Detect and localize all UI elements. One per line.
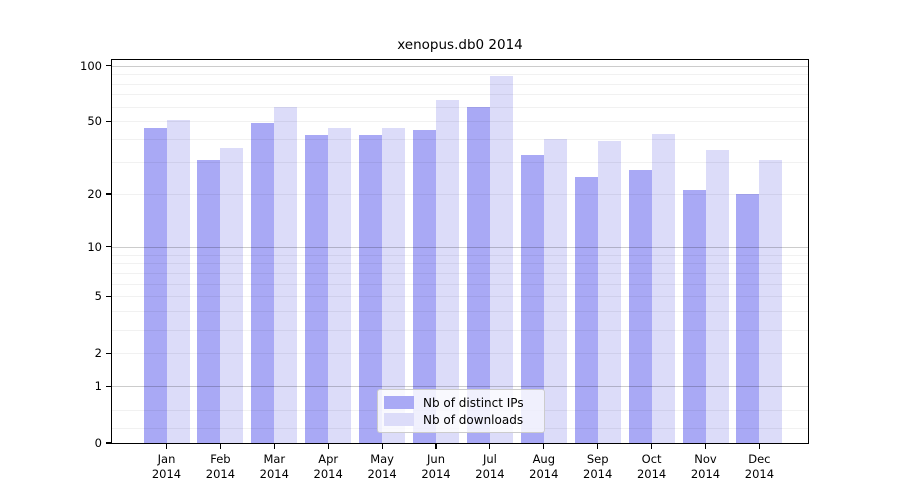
y-axis-tick-label: 20 — [87, 187, 102, 201]
gridline — [112, 139, 808, 141]
bar-nb-of-downloads — [436, 100, 459, 443]
x-axis-tick-label: Aug 2014 — [529, 452, 559, 481]
bar-nb-of-downloads — [543, 139, 567, 443]
bar-nb-of-distinct-ips — [466, 106, 490, 443]
bar-nb-of-distinct-ips — [520, 154, 544, 443]
bar-nb-of-distinct-ips — [143, 128, 167, 443]
legend-label-downloads: Nb of downloads — [423, 412, 524, 427]
x-axis-tick — [489, 443, 491, 449]
bar-nb-of-distinct-ips — [682, 190, 706, 443]
x-axis-tick — [435, 443, 437, 449]
bar-nb-of-distinct-ips — [197, 159, 221, 443]
x-axis-tick — [219, 443, 221, 449]
x-axis-tick-label: Apr 2014 — [313, 452, 343, 481]
bar-nb-of-distinct-ips — [413, 129, 436, 443]
y-axis-tick-label: 10 — [87, 239, 102, 254]
x-axis-tick-label: Sep 2014 — [583, 452, 613, 481]
bar-nb-of-distinct-ips — [628, 170, 652, 443]
y-axis-tick — [106, 385, 112, 387]
bar-nb-of-downloads — [489, 75, 513, 443]
gridline — [112, 121, 808, 123]
y-axis-tick-label: 2 — [94, 346, 102, 361]
bar-nb-of-downloads — [220, 147, 244, 443]
y-axis-tick — [106, 352, 112, 354]
bar-nb-of-distinct-ips — [359, 135, 383, 443]
bar-nb-of-distinct-ips — [305, 135, 329, 443]
gridline-major — [112, 65, 808, 67]
y-axis-tick-label: 1 — [94, 379, 102, 394]
y-axis-tick — [106, 442, 112, 444]
legend-label-distinct-ips: Nb of distinct IPs — [423, 395, 524, 410]
x-axis-tick — [543, 443, 545, 449]
bar-nb-of-downloads — [274, 106, 298, 443]
legend-swatch-downloads — [384, 413, 414, 426]
x-axis-tick-label: Jan 2014 — [151, 452, 182, 481]
y-axis-tick-label: 0 — [94, 436, 102, 450]
y-axis-tick — [106, 120, 112, 122]
x-axis-tick-label: Oct 2014 — [636, 452, 667, 481]
bar-nb-of-downloads — [597, 141, 621, 443]
x-axis-tick — [597, 443, 599, 449]
bar-nb-of-distinct-ips — [251, 123, 275, 443]
x-axis-tick-label: Mar 2014 — [259, 452, 289, 481]
bar-nb-of-distinct-ips — [574, 176, 598, 443]
x-axis-tick — [381, 443, 383, 449]
gridline — [112, 94, 808, 96]
x-axis-tick-label: Feb 2014 — [205, 452, 236, 481]
y-axis-tick — [106, 295, 112, 297]
bar-nb-of-distinct-ips — [736, 194, 760, 443]
legend: Nb of distinct IPs Nb of downloads — [377, 389, 545, 433]
x-axis-tick-label: Dec 2014 — [744, 452, 775, 481]
bar-nb-of-downloads — [705, 149, 729, 443]
bar-nb-of-downloads — [328, 128, 352, 443]
x-axis-tick — [165, 443, 168, 449]
x-axis-tick-label: Nov 2014 — [690, 452, 721, 481]
bar-nb-of-downloads — [166, 119, 190, 443]
y-axis-tick-label: 5 — [94, 289, 102, 304]
bar-nb-of-downloads — [651, 133, 675, 443]
legend-swatch-distinct-ips — [384, 396, 414, 409]
x-axis-tick — [273, 443, 275, 449]
x-axis-tick — [758, 443, 760, 449]
plot-area: Nb of distinct IPs Nb of downloads 0 1 2 5 1… — [80, 59, 809, 481]
x-axis-tick-label: Jun 2014 — [421, 452, 451, 481]
x-axis-tick — [651, 443, 653, 449]
gridline — [112, 74, 808, 75]
x-axis-tick-label: May 2014 — [367, 452, 397, 481]
gridline — [112, 106, 808, 108]
bar-nb-of-downloads — [759, 159, 783, 443]
x-axis-tick — [327, 443, 329, 449]
x-axis-tick-label: Jul 2014 — [475, 452, 505, 481]
y-axis-tick — [106, 64, 112, 67]
y-axis-tick-label: 100 — [80, 58, 102, 73]
legend-entry-downloads: Nb of downloads — [384, 413, 538, 427]
chart-title: xenopus.db0 2014 — [397, 37, 523, 53]
x-axis-tick — [704, 443, 707, 449]
y-axis-tick — [106, 246, 112, 248]
y-axis-tick — [106, 193, 112, 195]
legend-entry-distinct-ips: Nb of distinct IPs — [384, 396, 538, 410]
bar-nb-of-downloads — [382, 128, 406, 443]
y-axis-tick-label: 50 — [87, 114, 102, 129]
gridline — [112, 83, 808, 85]
